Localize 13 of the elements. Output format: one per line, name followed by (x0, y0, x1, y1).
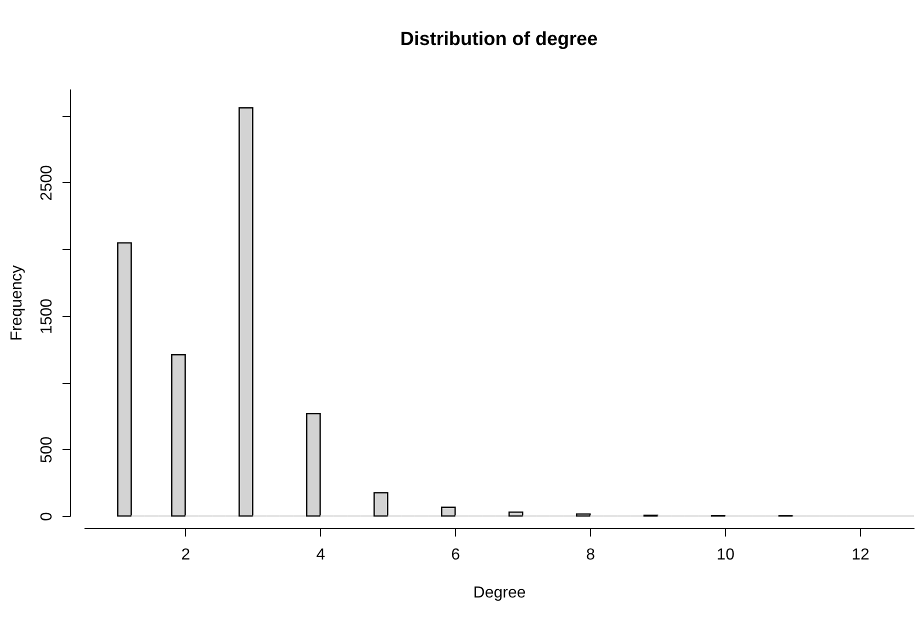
y-tick-label: 1500 (38, 298, 56, 334)
y-axis-title: Frequency (8, 265, 26, 341)
x-tick-label: 4 (316, 546, 326, 564)
x-tick-label: 10 (716, 546, 735, 564)
y-tick-label: 500 (38, 436, 56, 464)
x-tick-label: 6 (451, 546, 460, 564)
x-tick-label: 12 (852, 546, 870, 564)
x-tick-label: 8 (586, 546, 596, 564)
y-tick-label: 2500 (38, 165, 56, 201)
chart-title: Distribution of degree (400, 29, 598, 50)
x-tick-label: 2 (181, 546, 190, 564)
x-axis-title: Degree (473, 584, 526, 602)
y-tick-label: 0 (38, 512, 56, 521)
